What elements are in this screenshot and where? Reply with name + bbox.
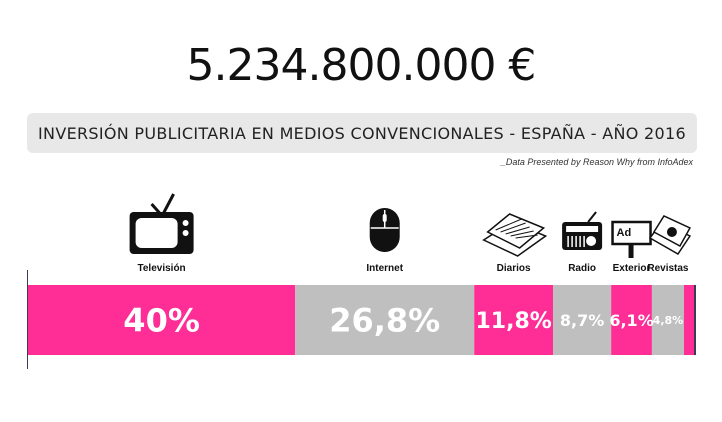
radio-icon	[562, 211, 603, 250]
bar-otros	[683, 285, 696, 355]
mouse-icon	[369, 208, 400, 252]
value-label-exterior: 6,1%	[609, 311, 653, 330]
category-label-diarios: Diarios	[497, 263, 531, 274]
category-label-television: Televisión	[138, 263, 186, 274]
chart-title: INVERSIÓN PUBLICITARIA EN MEDIOS CONVENC…	[38, 123, 686, 143]
value-label-radio: 8,7%	[560, 311, 604, 330]
value-label-revistas: 4,8%	[653, 314, 684, 327]
magazine-icon	[648, 215, 692, 255]
bar-revistas	[651, 285, 684, 355]
data-credit: _Data Presented by Reason Why from InfoA…	[500, 157, 693, 167]
category-label-radio: Radio	[568, 263, 596, 274]
total-investment: 5.234.800.000 €	[186, 40, 537, 91]
bar-exterior	[611, 285, 652, 355]
bar-internet	[295, 285, 475, 355]
billboard-icon: Ad	[611, 220, 652, 258]
icons-layer: Ad	[129, 193, 692, 258]
category-label-exterior: Exterior	[613, 263, 651, 274]
chart-title-bar: INVERSIÓN PUBLICITARIA EN MEDIOS CONVENC…	[27, 113, 697, 153]
value-label-internet: 26,8%	[329, 302, 440, 340]
labels-layer: 40% Televisión 26,8% Internet 11,8% Diarios 8,…	[123, 263, 689, 340]
value-label-television: 40%	[123, 302, 200, 340]
bar-radio	[553, 285, 612, 355]
category-label-internet: Internet	[366, 263, 403, 274]
value-label-diarios: 11,8%	[475, 309, 551, 334]
bar-diarios	[474, 285, 554, 355]
newspaper-icon	[482, 213, 548, 257]
bars-layer	[28, 285, 696, 355]
bar-end-marker	[694, 285, 696, 355]
tv-icon	[129, 193, 194, 254]
category-label-revistas: Revistas	[647, 263, 689, 274]
bar-television	[28, 285, 296, 355]
svg-text:Ad: Ad	[617, 227, 632, 239]
